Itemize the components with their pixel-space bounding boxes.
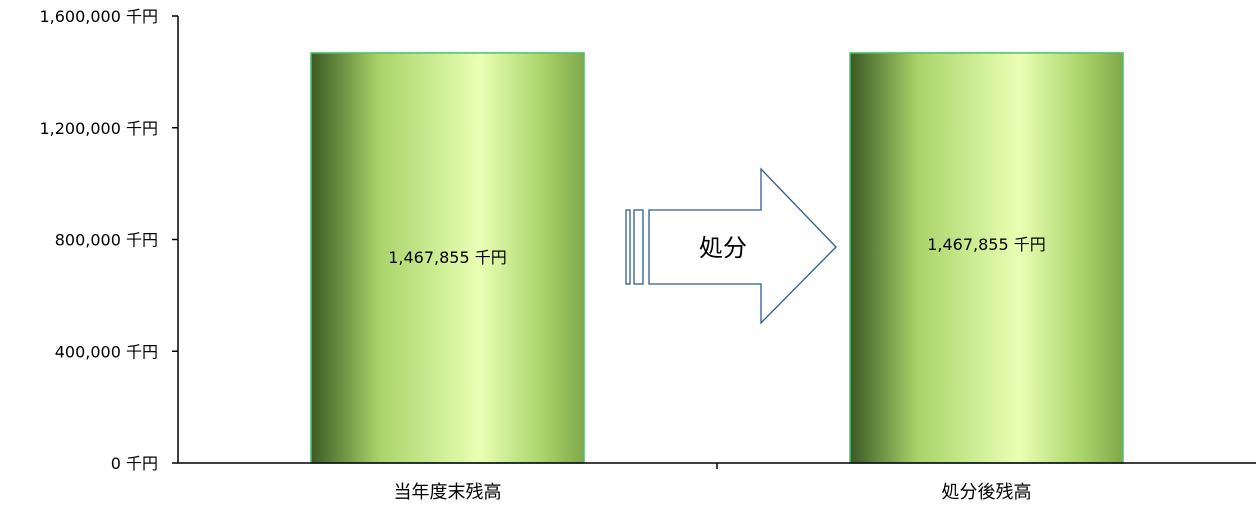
arrow-label: 処分 bbox=[699, 234, 747, 262]
y-tick-label-4: 1,600,000 千円 bbox=[39, 7, 158, 26]
y-tick-label-0: 0 千円 bbox=[111, 454, 158, 473]
y-tick-label-2: 800,000 千円 bbox=[55, 231, 158, 250]
y-tick-label-3: 1,200,000 千円 bbox=[39, 119, 158, 138]
x-tick-label-2: 処分後残高 bbox=[942, 482, 1032, 503]
bar-1 bbox=[310, 52, 585, 464]
x-tick-label-1: 当年度末残高 bbox=[394, 482, 502, 503]
bars-layer: 1,467,855 千円 1,467,855 千円 bbox=[310, 52, 1124, 464]
arrow-tail-bar-2 bbox=[633, 209, 644, 285]
arrow-body bbox=[648, 167, 837, 325]
bar-2 bbox=[849, 52, 1124, 464]
y-tick-label-1: 400,000 千円 bbox=[55, 342, 158, 361]
arrow-tail-bar-1 bbox=[625, 209, 631, 285]
data-label-2: 1,467,855 千円 bbox=[927, 235, 1046, 254]
axes-layer: 0 千円 400,000 千円 800,000 千円 1,200,000 千円 1,60… bbox=[39, 7, 1256, 503]
data-label-1: 1,467,855 千円 bbox=[388, 248, 507, 267]
process-arrow: 処分 bbox=[625, 167, 837, 325]
